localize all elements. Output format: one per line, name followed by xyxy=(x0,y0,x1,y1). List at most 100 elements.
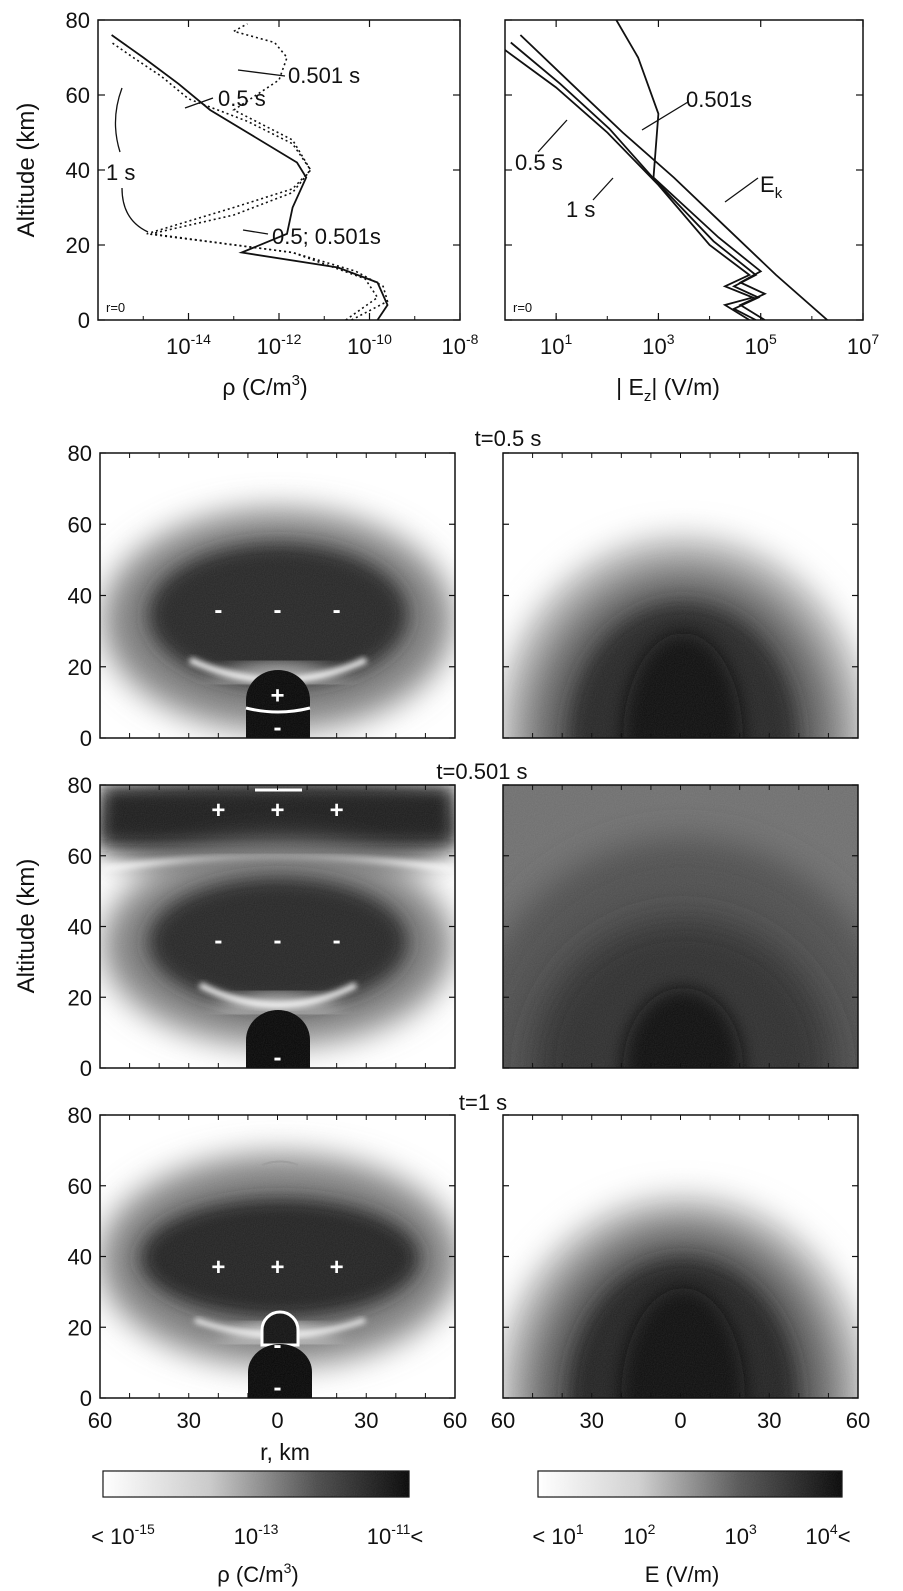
x-tick-label: 103 xyxy=(642,331,674,359)
y-tick-label: 0 xyxy=(80,726,92,751)
y-tick-label: 40 xyxy=(68,1245,92,1270)
annotation-arrow xyxy=(537,119,568,153)
series-line-1 xyxy=(146,23,379,320)
x-tick-label: 105 xyxy=(745,331,777,359)
e-colorbar: < 101 102 103 104< E (V/m) xyxy=(532,1470,851,1587)
colorbar-tick-label: 102 xyxy=(623,1521,655,1549)
series-group xyxy=(111,23,389,320)
annotation-1s: 1 s xyxy=(566,197,595,222)
x-tick-label: 60 xyxy=(88,1408,112,1433)
x-tick-label: 107 xyxy=(847,331,879,359)
y-tick-label: 60 xyxy=(66,83,90,108)
colorbar-tick-label: 104< xyxy=(805,1521,850,1549)
annotation-0-501s: 0.501s xyxy=(686,87,752,112)
y-tick-label: 60 xyxy=(68,512,92,537)
plus-sign-label: + xyxy=(211,797,225,824)
series-line-3 xyxy=(510,41,761,320)
rho-map-t0-5 xyxy=(100,453,455,738)
x-tick-label: 60 xyxy=(443,1408,467,1433)
annotation-arrow xyxy=(641,101,689,131)
x-axis-label: | Ez| (V/m) xyxy=(616,374,720,405)
y-axis-label: Altitude (km) xyxy=(13,103,40,238)
colorbar-label: E (V/m) xyxy=(645,1562,720,1587)
x-tick-label: 30 xyxy=(354,1408,378,1433)
annotation-arrow xyxy=(592,177,614,201)
rho-colorbar: < 10-15 10-13 10-11< ρ (C/m3) xyxy=(91,1470,423,1587)
e-map-t0-5 xyxy=(503,453,858,738)
y-tick-label: 20 xyxy=(68,655,92,680)
tick-group: 101 103 105 107 xyxy=(504,19,879,359)
colorbar-tick-label: 103 xyxy=(725,1521,757,1549)
y-tick-label: 40 xyxy=(68,584,92,609)
annotation-0-5s: 0.5 s xyxy=(515,150,563,175)
annotation-arrow xyxy=(237,69,286,77)
annotation-1s: 1 s xyxy=(106,160,135,185)
x-axis-label: ρ (C/m3) xyxy=(222,372,307,400)
minus-sign-label: - xyxy=(333,928,341,955)
y-tick-label: 40 xyxy=(68,915,92,940)
annotation-arrow xyxy=(184,97,214,109)
colorbar-tick-label: 10-13 xyxy=(234,1521,279,1549)
y-tick-label: 40 xyxy=(66,158,90,183)
y-tick-label: 80 xyxy=(68,1103,92,1128)
e-map-t0-501 xyxy=(503,785,858,1068)
annotation-arrow xyxy=(121,187,149,233)
x-tick-label: 60 xyxy=(491,1408,515,1433)
minus-sign-label: - xyxy=(214,928,222,955)
minus-sign-label: - xyxy=(274,714,282,741)
plus-sign-label: + xyxy=(211,1254,225,1281)
y-tick-label: 20 xyxy=(68,985,92,1010)
minus-sign-label: - xyxy=(274,928,282,955)
annotation-0-5s: 0.5 s xyxy=(218,86,266,111)
y-tick-label: 80 xyxy=(68,773,92,798)
time-label-0-5s: t=0.5 s xyxy=(475,426,542,451)
y-tick-label: 60 xyxy=(68,1174,92,1199)
tick-group: 10-14 10-12 10-10 10-8 0 20 40 60 80 xyxy=(66,8,479,359)
x-tick-label: 30 xyxy=(757,1408,781,1433)
heatmap-y-axis-label: Altitude (km) xyxy=(13,859,40,994)
annotation-arrow xyxy=(724,177,759,203)
x-tick-label: 30 xyxy=(580,1408,604,1433)
x-tick-label: 10-8 xyxy=(442,331,479,359)
heatmap-x-axis-label: r, km xyxy=(260,1439,310,1465)
field-profile-panel: 101 103 105 107 | Ez| (V/m) r=0 0.501s 0.5 … xyxy=(504,19,879,405)
y-tick-label: 80 xyxy=(68,441,92,466)
e-map-t1 xyxy=(503,1115,858,1398)
y-tick-label: 80 xyxy=(66,8,90,33)
y-tick-label: 20 xyxy=(66,233,90,258)
y-tick-label: 0 xyxy=(80,1056,92,1081)
annotation-arrow xyxy=(114,87,123,153)
colorbar-tick-group: < 101 102 103 104< xyxy=(532,1521,850,1549)
charge-density-profile-panel: 10-14 10-12 10-10 10-8 0 20 40 60 80 Altitude (k… xyxy=(13,8,479,400)
minus-sign-label: - xyxy=(214,597,222,624)
series-group xyxy=(505,20,828,320)
minus-sign-label: - xyxy=(333,597,341,624)
plus-sign-label: + xyxy=(270,797,284,824)
annotation-0-5-0-501s: 0.5; 0.501s xyxy=(272,224,381,249)
annotation-ek: Ek xyxy=(760,172,783,202)
x-tick-label: 0 xyxy=(271,1408,283,1433)
series-line-2 xyxy=(615,20,767,320)
rho-map-t0-501 xyxy=(100,785,455,1068)
rho-map-t1 xyxy=(100,1115,455,1398)
x-tick-label: 10-10 xyxy=(347,331,392,359)
minus-sign-label: - xyxy=(274,597,282,624)
x-tick-label: 30 xyxy=(177,1408,201,1433)
heatmap-tick-group: 0 20 40 60 80 0 20 40 60 80 0 20 40 60 80 60 30 0 30 60 60 30… xyxy=(68,441,871,1433)
colorbar-label: ρ (C/m3) xyxy=(217,1560,298,1587)
y-tick-label: 0 xyxy=(80,1386,92,1411)
x-tick-label: 101 xyxy=(540,331,572,359)
y-tick-label: 20 xyxy=(68,1315,92,1340)
colorbar-tick-label: < 101 xyxy=(532,1521,583,1549)
x-tick-label: 0 xyxy=(674,1408,686,1433)
time-label-0-501s: t=0.501 s xyxy=(436,759,527,784)
x-tick-label: 10-12 xyxy=(257,331,302,359)
colorbar-tick-group: < 10-15 10-13 10-11< xyxy=(91,1521,423,1549)
minus-sign-label: - xyxy=(274,1044,282,1071)
series-line-0 xyxy=(519,34,828,320)
series-line-2 xyxy=(111,41,389,320)
minus-sign-label: - xyxy=(274,1374,282,1401)
y-tick-label: 60 xyxy=(68,844,92,869)
x-tick-label: 60 xyxy=(846,1408,870,1433)
